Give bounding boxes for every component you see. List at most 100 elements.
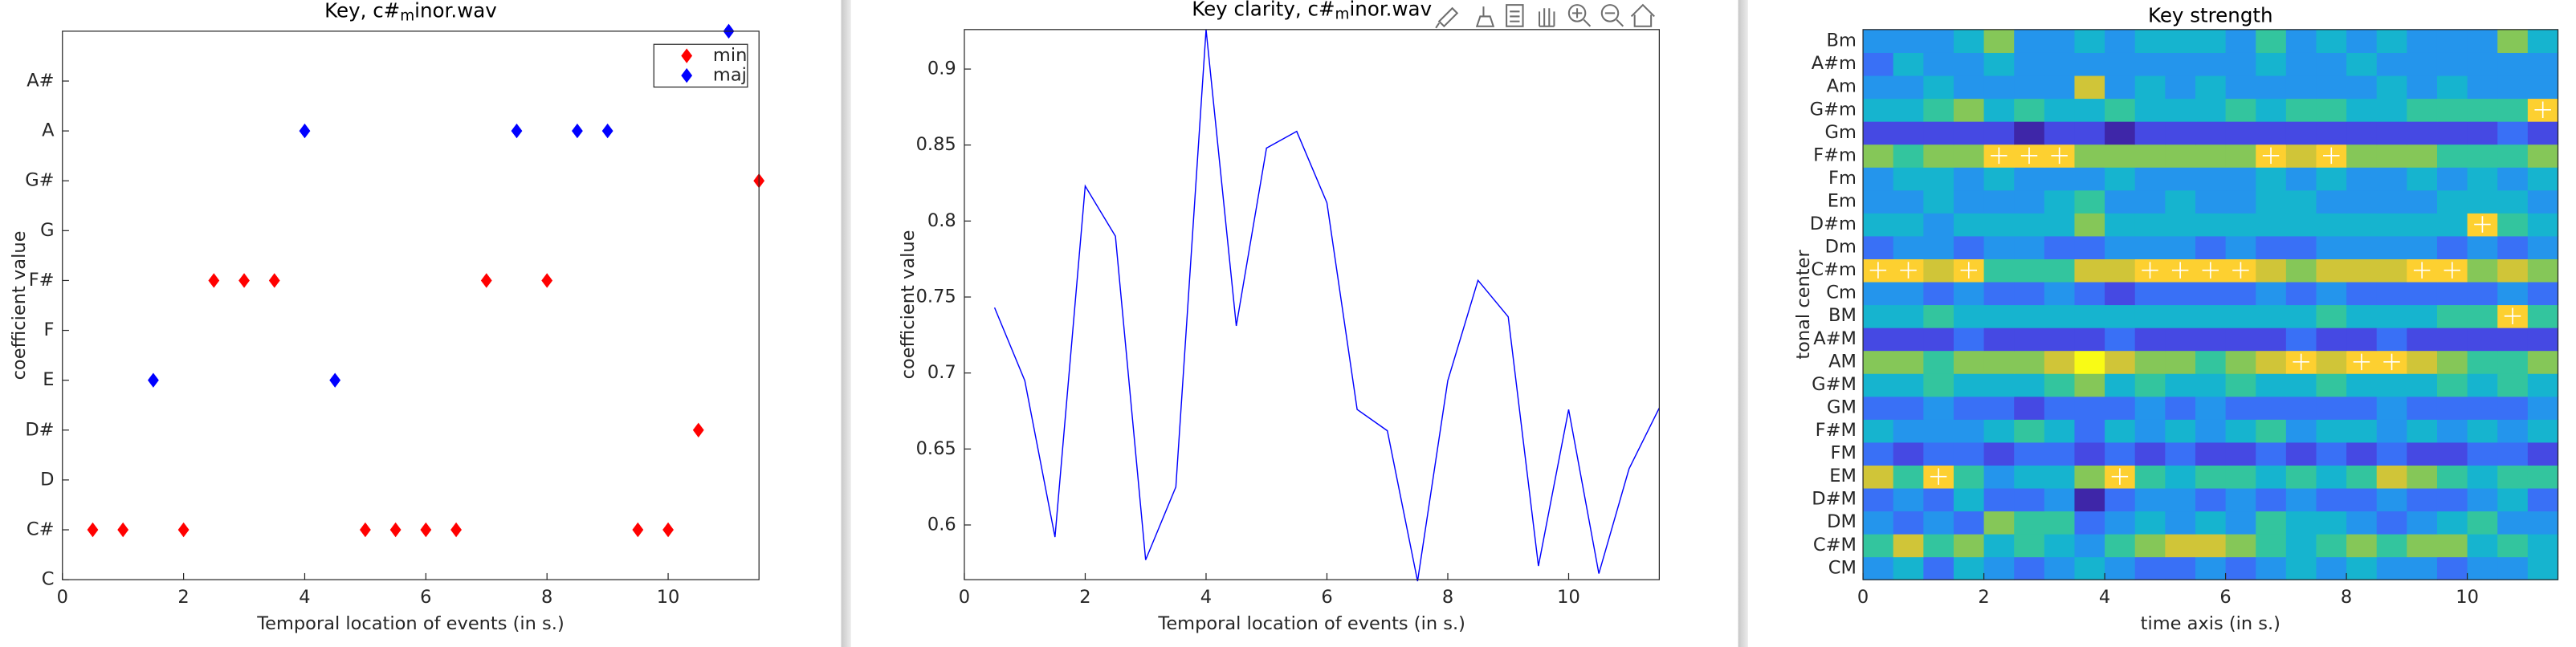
heatmap-cell bbox=[2044, 419, 2076, 443]
heatmap-cell bbox=[2134, 396, 2166, 420]
key-marker bbox=[1930, 468, 1947, 485]
heatmap-cell bbox=[2316, 189, 2347, 214]
heatmap-cell bbox=[2467, 52, 2498, 76]
x-tick-label: 2 bbox=[177, 587, 189, 608]
heatmap-cell bbox=[2467, 442, 2498, 466]
heatmap-cell bbox=[2225, 328, 2256, 352]
heatmap-cell bbox=[2407, 350, 2438, 374]
key-marker bbox=[2202, 262, 2219, 279]
heatmap-cell bbox=[2376, 167, 2407, 191]
key-marker bbox=[1900, 262, 1917, 279]
heatmap-cell bbox=[2044, 373, 2076, 397]
heatmap-cell bbox=[2497, 281, 2529, 306]
data-point bbox=[268, 273, 280, 288]
heatmap-cell bbox=[1953, 281, 1985, 306]
heatmap-cell bbox=[2407, 304, 2438, 328]
heatmap-cell bbox=[2165, 167, 2196, 191]
heatmap-cell bbox=[2376, 235, 2407, 259]
heatmap-cell bbox=[2256, 281, 2287, 306]
zoom-in-button[interactable] bbox=[1567, 4, 1592, 27]
heatmap-cell bbox=[1953, 487, 1985, 512]
heatmap-cell bbox=[1953, 534, 1985, 558]
data-tip-button[interactable] bbox=[1506, 4, 1524, 27]
heatmap-cell bbox=[2497, 419, 2529, 443]
heatmap-cell bbox=[2497, 98, 2529, 122]
heatmap-cell bbox=[2285, 167, 2317, 191]
y-tick-label: F#M bbox=[1816, 420, 1857, 441]
heatmap-cell bbox=[2195, 75, 2227, 100]
heatmap-cell bbox=[2105, 258, 2136, 283]
heatmap-cell bbox=[2497, 213, 2529, 237]
heatmap-cell bbox=[2074, 235, 2105, 259]
heatmap-cell bbox=[1893, 29, 1924, 53]
heatmap-cell bbox=[1923, 144, 1954, 168]
heatmap-cell bbox=[2285, 304, 2317, 328]
heatmap-cell bbox=[2285, 373, 2317, 397]
heatmap-cell bbox=[2346, 29, 2378, 53]
heatmap-cell bbox=[2527, 213, 2559, 237]
heatmap-cell bbox=[2407, 534, 2438, 558]
heatmap-cell bbox=[2467, 556, 2498, 580]
home-button[interactable] bbox=[1630, 3, 1655, 27]
heatmap-cell bbox=[2256, 465, 2287, 489]
heatmap-cell bbox=[2285, 328, 2317, 352]
heatmap-cell bbox=[2316, 121, 2347, 145]
heatmap-cell bbox=[2497, 189, 2529, 214]
heatmap-cell bbox=[1863, 328, 1894, 352]
heatmap-cell bbox=[1983, 75, 2015, 100]
heatmap-cell bbox=[2376, 373, 2407, 397]
heatmap-cell bbox=[2105, 98, 2136, 122]
heatmap-cell bbox=[2225, 511, 2256, 535]
heatmap-cell bbox=[2165, 281, 2196, 306]
y-axis-label: coefficient value bbox=[898, 230, 919, 380]
heatmap-cell bbox=[1923, 29, 1954, 53]
heatmap-cell bbox=[2225, 75, 2256, 100]
heatmap-cell bbox=[1863, 350, 1894, 374]
y-tick-label: 0.6 bbox=[927, 514, 956, 535]
heatmap-cell bbox=[2256, 98, 2287, 122]
x-tick-label: 6 bbox=[2219, 587, 2231, 608]
heatmap-cell bbox=[2436, 213, 2468, 237]
heatmap-cell bbox=[2256, 350, 2287, 374]
heatmap-cell bbox=[2285, 442, 2317, 466]
heatmap-cell bbox=[2376, 465, 2407, 489]
heatmap-cell bbox=[2316, 442, 2347, 466]
heatmap-cell bbox=[2346, 328, 2378, 352]
heatmap-cell bbox=[2436, 235, 2468, 259]
heatmap-cell bbox=[2225, 189, 2256, 214]
heatmap-cell bbox=[2497, 442, 2529, 466]
heatmap-cell bbox=[2134, 350, 2166, 374]
axes-box bbox=[964, 29, 1660, 580]
heatmap-cell bbox=[2467, 396, 2498, 420]
heatmap-cell bbox=[2256, 419, 2287, 443]
y-tick-label: A#M bbox=[1813, 328, 1857, 349]
key-marker bbox=[2444, 262, 2461, 279]
zoom-out-button[interactable] bbox=[1600, 4, 1624, 27]
heatmap-cell bbox=[2316, 534, 2347, 558]
heatmap-cell bbox=[2497, 396, 2529, 420]
heatmap-cell bbox=[1953, 373, 1985, 397]
heatmap-cell bbox=[2195, 235, 2227, 259]
pan-button[interactable] bbox=[1539, 8, 1555, 27]
heatmap-cell bbox=[1863, 465, 1894, 489]
heatmap-cell bbox=[1953, 189, 1985, 214]
heatmap-cell bbox=[2225, 419, 2256, 443]
paint-button[interactable] bbox=[1475, 6, 1495, 27]
heatmap-cell bbox=[2497, 487, 2529, 512]
x-tick-label: 4 bbox=[1200, 587, 1212, 608]
heatmap-cell bbox=[2527, 556, 2559, 580]
heatmap-cell bbox=[2497, 75, 2529, 100]
heatmap-cell bbox=[2134, 29, 2166, 53]
heatmap-cell bbox=[2316, 465, 2347, 489]
heatmap-cell bbox=[2044, 328, 2076, 352]
brush-button[interactable] bbox=[1435, 6, 1459, 29]
heatmap-cell bbox=[2346, 52, 2378, 76]
heatmap-cell bbox=[1953, 121, 1985, 145]
heatmap-cell bbox=[1863, 304, 1894, 328]
heatmap-cell bbox=[1863, 189, 1894, 214]
heatmap-cell bbox=[2436, 487, 2468, 512]
heatmap-cell bbox=[2225, 144, 2256, 168]
heatmap-cell bbox=[2165, 121, 2196, 145]
heatmap-cell bbox=[2014, 487, 2045, 512]
